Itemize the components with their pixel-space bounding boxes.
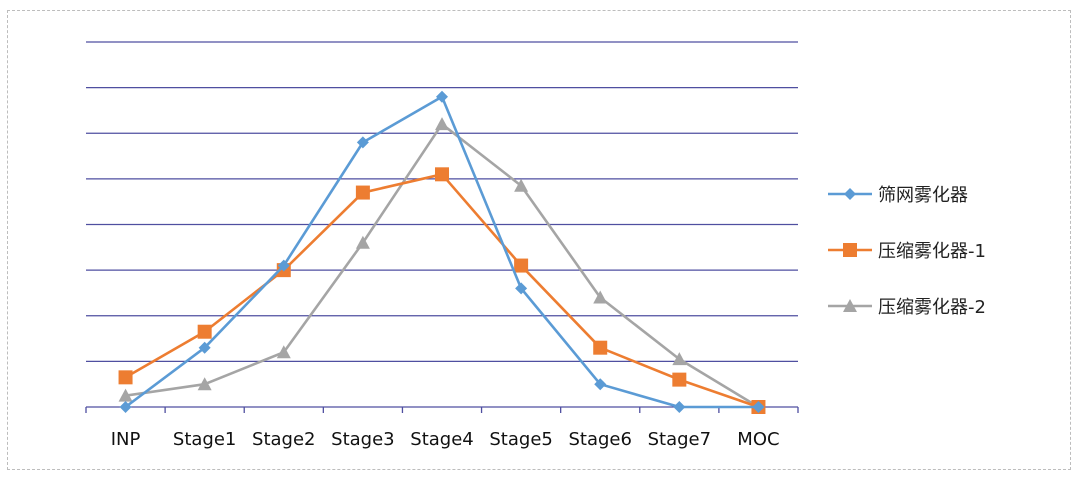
series-line — [124, 173, 759, 409]
data-point — [593, 290, 608, 304]
x-tick-label: Stage5 — [489, 429, 552, 450]
data-point — [514, 178, 529, 192]
legend-label: 压缩雾化器-2 — [878, 297, 986, 318]
data-point — [672, 352, 687, 366]
data-point — [119, 401, 132, 413]
data-point — [594, 378, 607, 391]
data-point — [355, 185, 370, 200]
legend-label: 压缩雾化器-1 — [878, 241, 986, 262]
data-point — [356, 136, 369, 149]
data-point — [355, 235, 370, 249]
data-point — [197, 377, 212, 391]
x-tick-label: MOC — [737, 429, 779, 450]
series-1 — [119, 90, 765, 413]
series-line — [125, 122, 760, 409]
data-point — [515, 282, 528, 295]
data-point — [118, 370, 133, 385]
x-tick-label: Stage3 — [331, 429, 394, 450]
data-point — [672, 372, 687, 387]
data-point — [118, 388, 133, 402]
legend-item-3: 压缩雾化器-2 — [828, 297, 986, 318]
legend-marker — [843, 243, 857, 257]
series-2 — [118, 167, 766, 414]
data-point — [198, 341, 211, 354]
x-tick-label: INP — [111, 429, 141, 450]
x-tick-label: Stage4 — [410, 429, 473, 450]
data-point — [197, 324, 212, 339]
legend-marker — [843, 299, 857, 312]
x-tick-label: Stage1 — [173, 429, 236, 450]
x-tick-label: Stage7 — [648, 429, 711, 450]
data-point — [436, 90, 448, 103]
x-axis: INP Stage1 Stage2 Stage3 Stage4 Stage5 Stage6 S… — [85, 406, 799, 450]
series-line — [124, 95, 759, 409]
data-point — [276, 345, 291, 359]
series-group — [118, 90, 766, 414]
data-point — [277, 259, 290, 272]
gridlines — [86, 41, 798, 363]
data-point — [752, 401, 765, 413]
data-point — [435, 117, 449, 131]
data-point — [514, 258, 529, 273]
x-tick-label: Stage2 — [252, 429, 315, 450]
legend-marker — [844, 188, 856, 200]
series-3 — [118, 117, 766, 413]
x-tick-label: Stage6 — [568, 429, 631, 450]
data-point — [593, 340, 608, 355]
legend-label: 筛网雾化器 — [878, 185, 968, 206]
data-point — [435, 167, 449, 182]
legend-item-1: 筛网雾化器 — [828, 185, 968, 206]
data-point — [673, 401, 686, 413]
chart-frame — [7, 10, 1071, 470]
legend-item-2: 压缩雾化器-1 — [828, 241, 986, 262]
